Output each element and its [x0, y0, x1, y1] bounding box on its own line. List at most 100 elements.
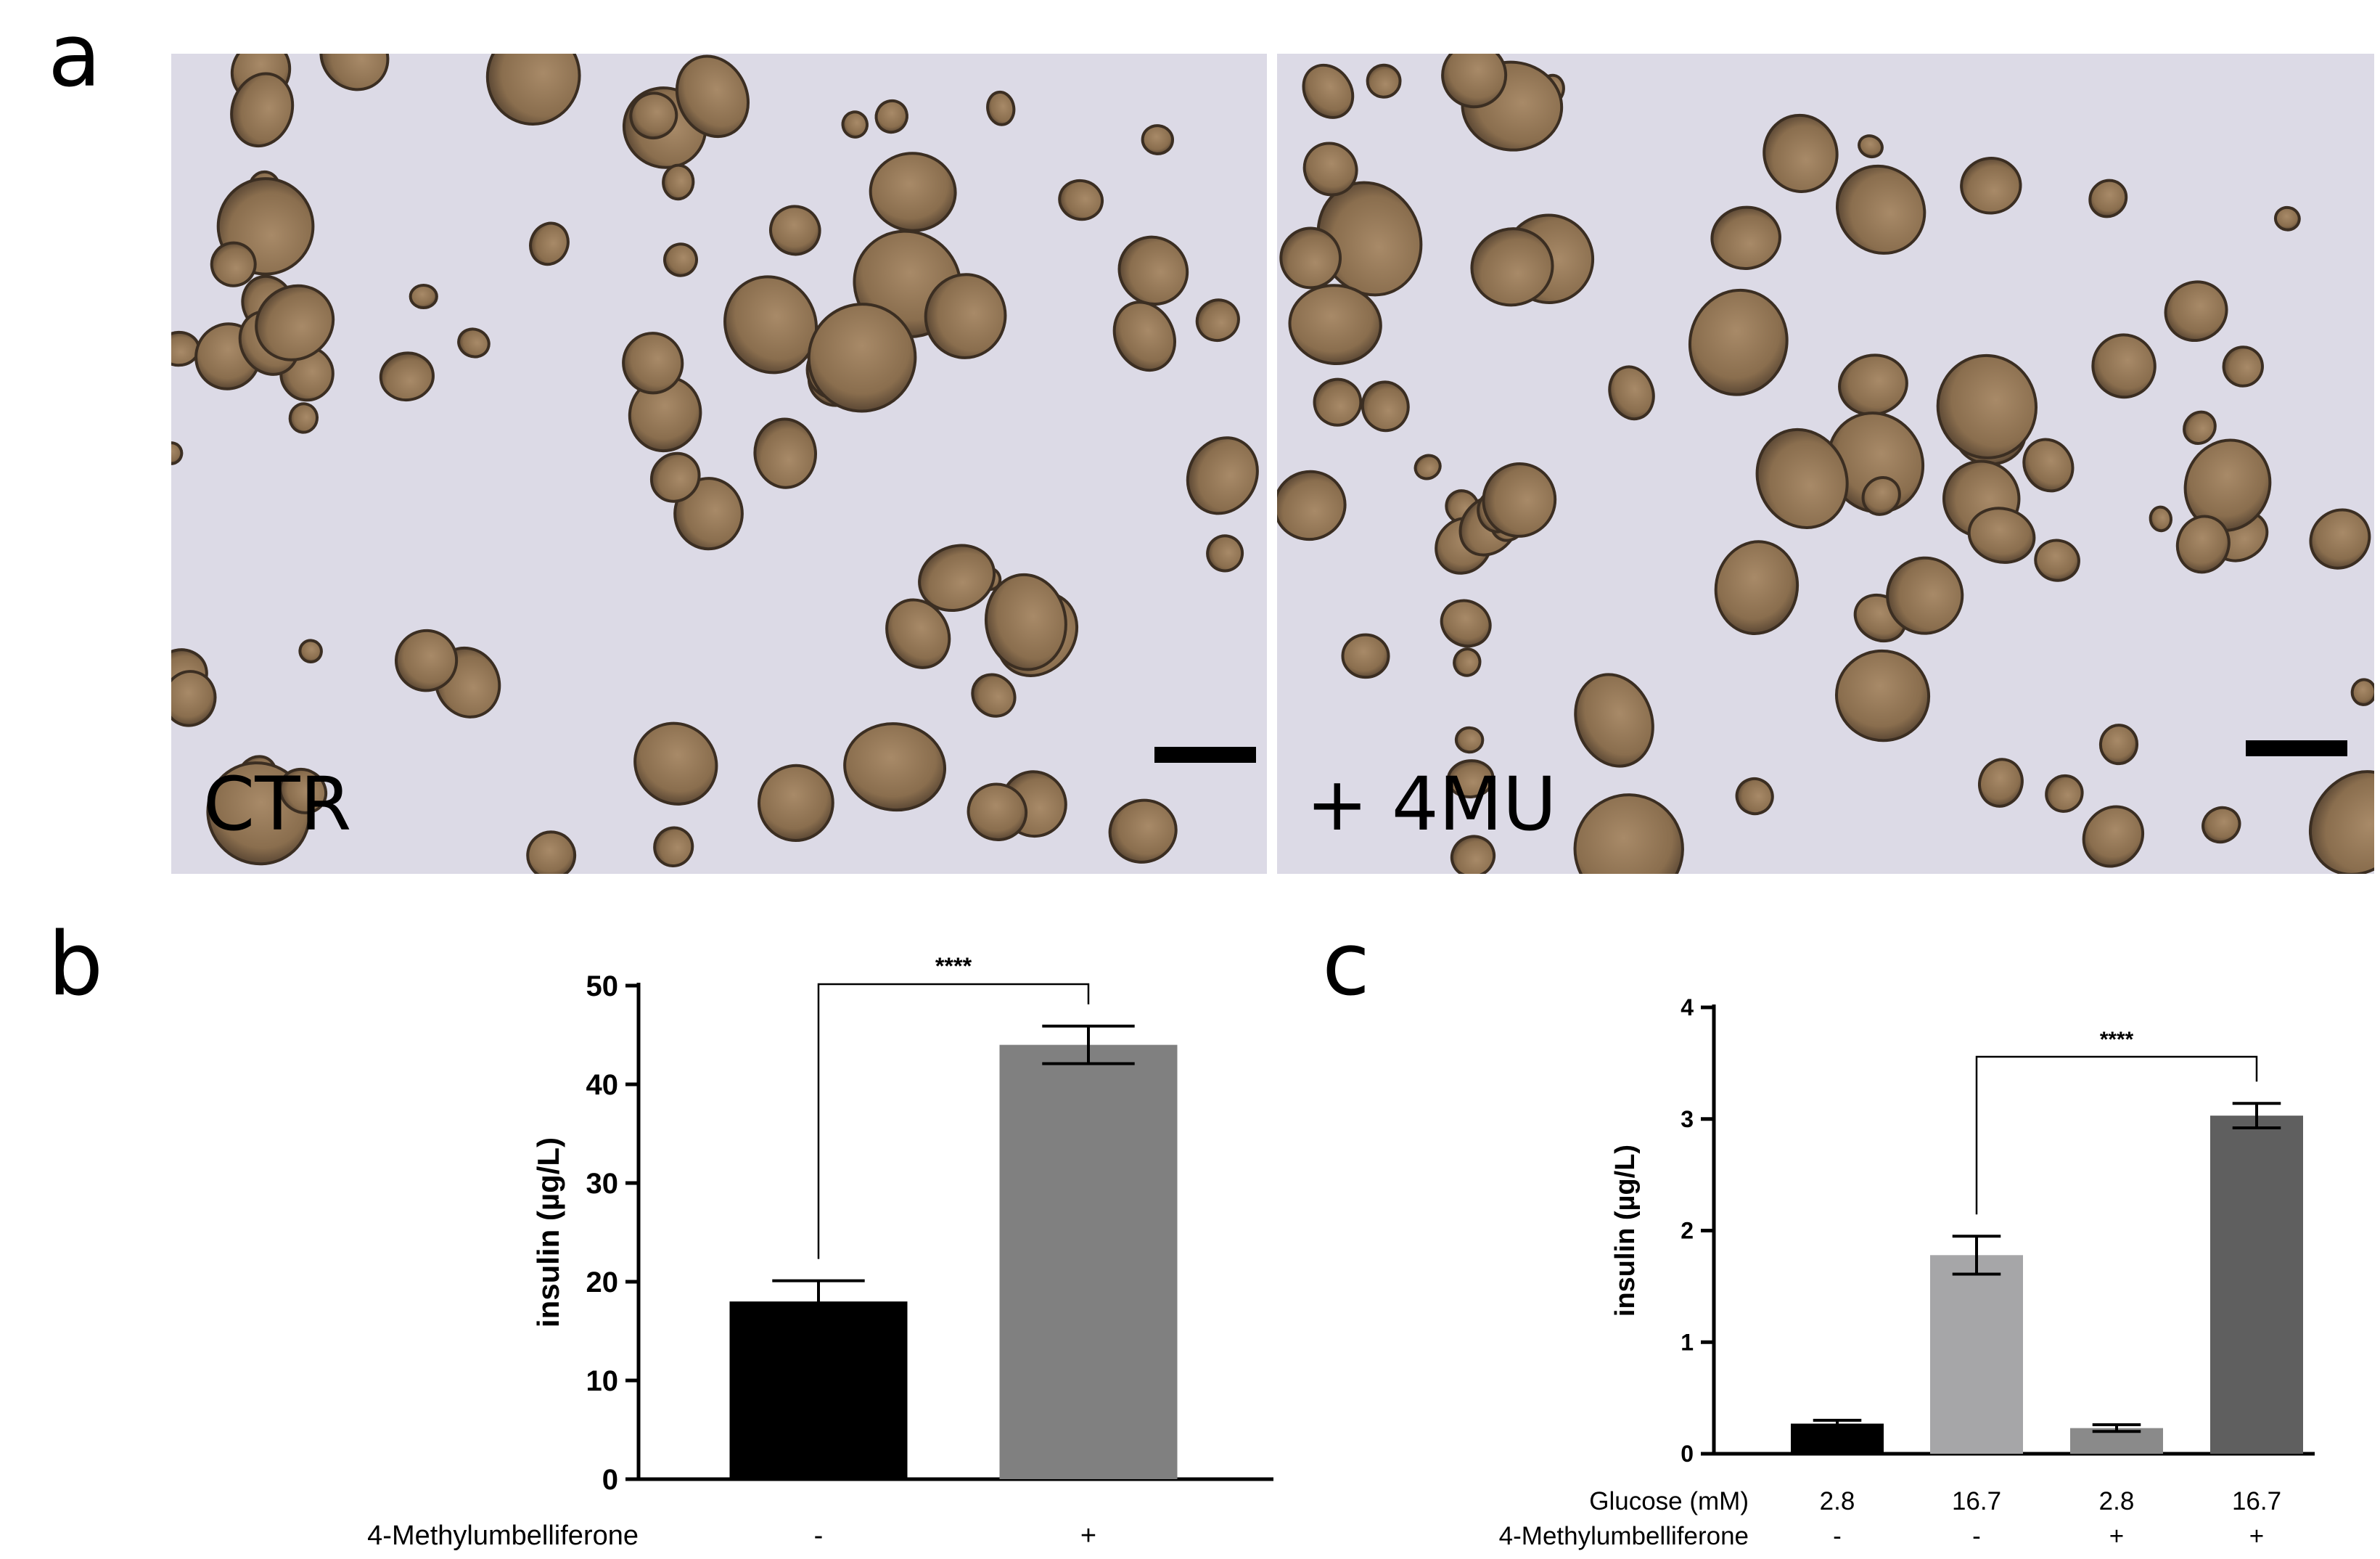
panel-letter-c: c: [1322, 914, 1370, 1015]
spheroid: [529, 221, 570, 266]
spheroid: [230, 72, 295, 148]
spheroid: [1112, 300, 1177, 372]
bar: [729, 1301, 908, 1479]
spheroid: [807, 303, 917, 413]
spheroid: [1978, 758, 2024, 808]
spheroid: [2350, 678, 2374, 706]
chart-c: 0 1 2 3 4 insulin (µg/L) **** Glucose (mM) 2.8 16…: [1499, 994, 2315, 1550]
row-label-value: +: [2109, 1522, 2124, 1550]
spheroid: [2202, 806, 2241, 844]
spheroid: [1886, 556, 1964, 635]
spheroid: [1453, 647, 1482, 677]
row-label-value: -: [1833, 1522, 1842, 1550]
spheroid: [279, 767, 328, 814]
spheroid: [2273, 205, 2301, 232]
spheroid: [288, 402, 319, 434]
spheroid: [1141, 124, 1175, 155]
spheroid: [2222, 345, 2264, 388]
spheroid: [723, 275, 818, 375]
spheroid: [1858, 134, 1884, 159]
spheroid: [967, 782, 1028, 841]
bar: [1930, 1255, 2023, 1454]
spheroid: [457, 327, 491, 359]
spheroid: [2164, 280, 2228, 343]
spheroid: [924, 273, 1007, 359]
micrograph-4mu: + 4MU: [1277, 54, 2374, 874]
spheroid: [298, 639, 323, 663]
spheroid: [758, 764, 834, 843]
spheroid: [971, 673, 1017, 718]
scale-bar: [2246, 740, 2347, 756]
spheroid: [628, 375, 702, 453]
spheroid: [2022, 438, 2075, 493]
significance-label: ****: [935, 953, 972, 979]
significance-bracket: [1975, 1055, 2258, 1215]
y-axis-label: insulin (µg/L): [531, 1137, 565, 1327]
spheroid: [2091, 333, 2157, 399]
micrograph-label-4mu: + 4MU: [1306, 761, 1557, 848]
spheroid: [1470, 227, 1554, 307]
spheroid: [1835, 164, 1926, 255]
row-label-value: 16.7: [1952, 1487, 2001, 1515]
spheroid: [1117, 235, 1189, 306]
micrograph-ctr: CTR: [171, 54, 1267, 874]
y-tick-label: 50: [586, 970, 619, 1002]
chart-b: 0 10 20 30 40 50 insulin (µg/L) **** 4-Methylumb…: [367, 953, 1273, 1551]
spheroid: [1195, 298, 1240, 343]
spheroid: [622, 332, 684, 395]
row-label-name: 4-Methylumbelliferone: [1499, 1522, 1749, 1550]
spheroid: [1441, 54, 1508, 109]
y-tick-label: 30: [586, 1168, 619, 1200]
scale-bar: [1154, 747, 1256, 763]
spheroid: [171, 441, 184, 465]
y-tick-label: 0: [1681, 1441, 1694, 1467]
spheroid: [1341, 633, 1390, 679]
spheroid: [769, 205, 821, 256]
spheroid: [2175, 515, 2231, 574]
spheroid: [633, 721, 718, 806]
panel-letter-a: a: [48, 6, 102, 107]
spheroid: [1206, 534, 1244, 573]
spheroid: [653, 826, 694, 868]
spheroid: [2045, 774, 2084, 813]
y-tick-label: 0: [602, 1464, 618, 1496]
spheroid: [663, 242, 698, 277]
spheroid: [1936, 353, 2038, 459]
bar: [1791, 1423, 1884, 1454]
spheroid: [1302, 63, 1355, 119]
spheroid: [841, 110, 869, 139]
spheroid: [1277, 470, 1347, 541]
spheroid: [629, 91, 678, 140]
significance-label: ****: [2100, 1028, 2134, 1052]
row-label-value: -: [814, 1521, 824, 1551]
spheroid: [1834, 649, 1931, 742]
row-label-value: +: [2249, 1522, 2264, 1550]
row-label-name: 4-Methylumbelliferone: [367, 1521, 639, 1551]
spheroid: [171, 670, 217, 727]
spheroid-field-ctr: [171, 54, 1259, 874]
spheroid: [1573, 793, 1684, 874]
y-tick-label: 40: [586, 1069, 619, 1101]
spheroid: [409, 284, 438, 310]
spheroid: [1714, 540, 1800, 635]
spheroid: [1361, 380, 1410, 433]
spheroid: [986, 90, 1016, 126]
spheroid: [319, 54, 390, 91]
spheroid: [869, 152, 957, 232]
spheroid: [2308, 770, 2374, 874]
significance-bracket: [817, 983, 1090, 1259]
spheroid: [1288, 284, 1382, 366]
spheroid-field-4mu: [1277, 54, 2374, 874]
spheroid: [255, 284, 335, 361]
row-label-value: 2.8: [1820, 1487, 1855, 1515]
bar: [999, 1044, 1178, 1479]
y-tick-label: 4: [1681, 994, 1694, 1020]
spheroid: [662, 163, 695, 201]
bar: [2210, 1116, 2303, 1454]
spheroid: [526, 830, 577, 874]
spheroid: [753, 417, 817, 489]
spheroid: [485, 54, 581, 126]
spheroid: [1413, 454, 1442, 480]
spheroid: [649, 451, 701, 503]
row-label-name: Glucose (mM): [1589, 1487, 1749, 1515]
